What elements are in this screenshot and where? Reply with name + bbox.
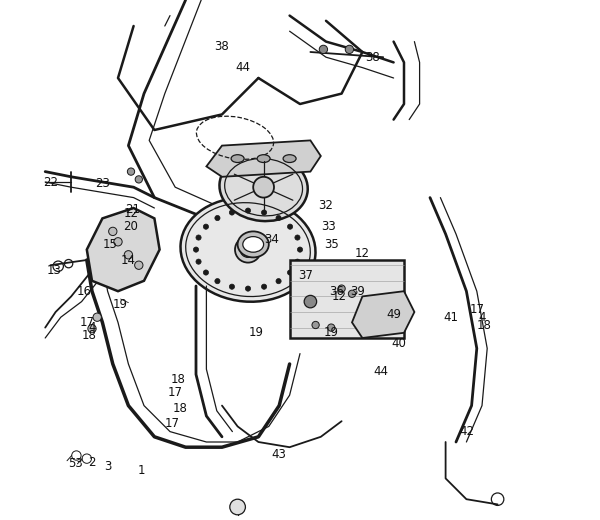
Circle shape	[345, 45, 353, 54]
FancyBboxPatch shape	[290, 260, 404, 338]
Text: 19: 19	[113, 297, 128, 311]
Text: 35: 35	[324, 238, 338, 251]
Polygon shape	[352, 291, 415, 338]
Circle shape	[229, 284, 235, 289]
Circle shape	[338, 285, 345, 292]
Text: 18: 18	[173, 402, 188, 415]
Text: 17: 17	[79, 316, 94, 329]
Circle shape	[127, 168, 134, 175]
Text: 12: 12	[124, 207, 139, 220]
Text: 15: 15	[103, 238, 118, 251]
Text: 1: 1	[137, 464, 145, 477]
Ellipse shape	[220, 153, 308, 221]
Circle shape	[245, 208, 251, 213]
Text: 18: 18	[82, 329, 97, 342]
Circle shape	[262, 284, 266, 289]
Text: 38: 38	[365, 51, 380, 64]
Text: 39: 39	[350, 285, 365, 297]
Text: 34: 34	[264, 233, 279, 246]
Circle shape	[134, 261, 143, 269]
Ellipse shape	[283, 155, 296, 163]
Circle shape	[230, 499, 245, 515]
Circle shape	[235, 237, 261, 263]
Circle shape	[109, 227, 117, 236]
Text: 44: 44	[235, 61, 250, 74]
Circle shape	[135, 176, 142, 183]
Text: 18: 18	[477, 318, 492, 332]
Circle shape	[88, 324, 96, 333]
Text: 19: 19	[324, 327, 339, 340]
Circle shape	[196, 235, 201, 240]
Text: 44: 44	[373, 366, 388, 379]
Text: 3: 3	[104, 460, 111, 473]
Circle shape	[196, 259, 201, 264]
Circle shape	[215, 215, 220, 220]
Text: 16: 16	[77, 285, 92, 297]
Circle shape	[114, 238, 122, 246]
Text: 36: 36	[329, 285, 344, 297]
Circle shape	[276, 215, 281, 220]
Text: 4: 4	[88, 321, 96, 334]
Circle shape	[262, 210, 266, 215]
Circle shape	[328, 324, 335, 331]
Text: 19: 19	[248, 327, 263, 340]
Text: 12: 12	[355, 248, 370, 261]
Circle shape	[229, 210, 235, 215]
Text: 49: 49	[386, 308, 401, 321]
Text: 18: 18	[170, 373, 185, 386]
Circle shape	[245, 286, 251, 291]
Polygon shape	[87, 208, 160, 291]
Text: 32: 32	[319, 199, 334, 212]
Text: 37: 37	[298, 269, 313, 282]
Circle shape	[93, 313, 101, 321]
Text: 17: 17	[469, 303, 484, 316]
Text: 42: 42	[459, 425, 474, 438]
Circle shape	[295, 235, 300, 240]
Text: 13: 13	[47, 264, 62, 277]
Text: 14: 14	[121, 254, 136, 267]
Ellipse shape	[231, 155, 244, 163]
Text: 20: 20	[124, 220, 139, 233]
Circle shape	[215, 279, 220, 284]
Circle shape	[287, 224, 293, 229]
Circle shape	[203, 270, 209, 275]
Text: 17: 17	[168, 386, 183, 399]
Text: 4: 4	[478, 311, 486, 323]
Text: 43: 43	[272, 448, 287, 462]
Circle shape	[319, 45, 328, 54]
Text: 12: 12	[331, 290, 347, 303]
Text: 41: 41	[443, 311, 458, 323]
Circle shape	[124, 251, 133, 259]
Polygon shape	[206, 140, 321, 177]
Ellipse shape	[238, 231, 269, 257]
Text: 33: 33	[321, 220, 336, 233]
Circle shape	[304, 295, 317, 308]
Text: 22: 22	[43, 176, 58, 189]
Circle shape	[193, 247, 199, 252]
Circle shape	[312, 321, 319, 329]
Circle shape	[295, 259, 300, 264]
Text: 40: 40	[391, 337, 406, 350]
Circle shape	[276, 279, 281, 284]
Ellipse shape	[181, 198, 316, 302]
Text: 21: 21	[125, 203, 140, 216]
Text: 2: 2	[88, 457, 96, 469]
Circle shape	[240, 242, 256, 257]
Text: 23: 23	[95, 177, 110, 190]
Circle shape	[298, 247, 302, 252]
Circle shape	[253, 177, 274, 198]
Circle shape	[287, 270, 293, 275]
Text: 38: 38	[215, 41, 229, 54]
Circle shape	[349, 290, 356, 297]
Text: 53: 53	[68, 458, 83, 470]
Ellipse shape	[257, 155, 270, 163]
Text: 17: 17	[165, 417, 180, 431]
Ellipse shape	[243, 237, 263, 252]
Circle shape	[203, 224, 209, 229]
